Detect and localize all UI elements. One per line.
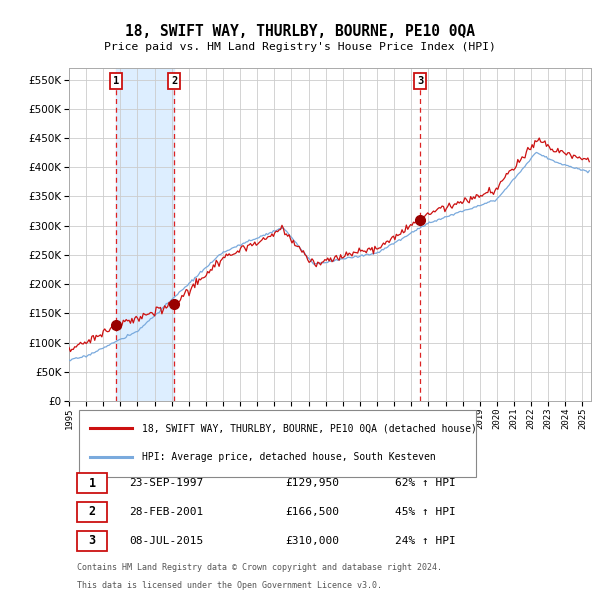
Text: 2: 2: [88, 506, 95, 519]
Text: HPI: Average price, detached house, South Kesteven: HPI: Average price, detached house, Sout…: [142, 452, 436, 462]
Text: 3: 3: [88, 535, 95, 548]
Text: 08-JUL-2015: 08-JUL-2015: [129, 536, 203, 546]
Text: 2: 2: [172, 76, 178, 86]
Text: Price paid vs. HM Land Registry's House Price Index (HPI): Price paid vs. HM Land Registry's House …: [104, 42, 496, 53]
FancyBboxPatch shape: [77, 473, 107, 493]
FancyBboxPatch shape: [79, 410, 476, 477]
Text: £129,950: £129,950: [286, 478, 340, 488]
Text: 28-FEB-2001: 28-FEB-2001: [129, 507, 203, 517]
Text: 1: 1: [113, 76, 119, 86]
FancyBboxPatch shape: [77, 531, 107, 550]
Text: 3: 3: [417, 76, 424, 86]
FancyBboxPatch shape: [77, 502, 107, 522]
Text: 23-SEP-1997: 23-SEP-1997: [129, 478, 203, 488]
Bar: [116, 68, 175, 401]
Text: 62% ↑ HPI: 62% ↑ HPI: [395, 478, 456, 488]
Text: 1: 1: [88, 477, 95, 490]
Text: 24% ↑ HPI: 24% ↑ HPI: [395, 536, 456, 546]
Text: 18, SWIFT WAY, THURLBY, BOURNE, PE10 0QA: 18, SWIFT WAY, THURLBY, BOURNE, PE10 0QA: [125, 24, 475, 38]
Text: Contains HM Land Registry data © Crown copyright and database right 2024.: Contains HM Land Registry data © Crown c…: [77, 563, 442, 572]
Text: 45% ↑ HPI: 45% ↑ HPI: [395, 507, 456, 517]
Text: This data is licensed under the Open Government Licence v3.0.: This data is licensed under the Open Gov…: [77, 581, 382, 590]
Text: 18, SWIFT WAY, THURLBY, BOURNE, PE10 0QA (detached house): 18, SWIFT WAY, THURLBY, BOURNE, PE10 0QA…: [142, 423, 477, 433]
Text: £166,500: £166,500: [286, 507, 340, 517]
Text: £310,000: £310,000: [286, 536, 340, 546]
